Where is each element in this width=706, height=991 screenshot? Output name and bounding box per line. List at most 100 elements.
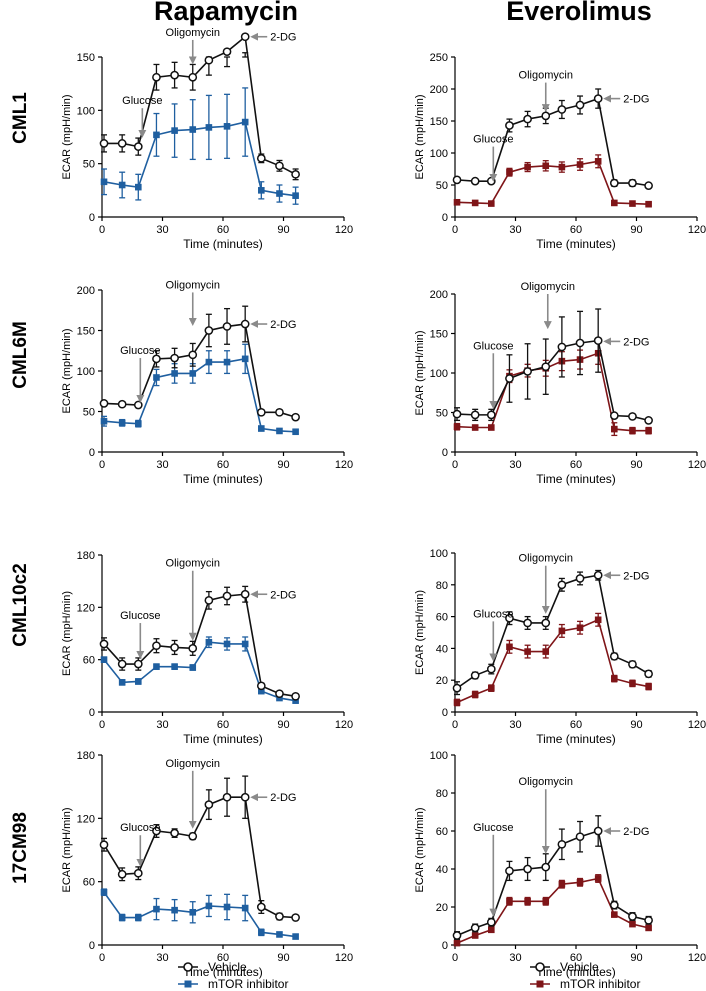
y-axis-label: ECAR (mpH/min) xyxy=(414,331,426,416)
y-tick-label: 20 xyxy=(436,675,448,687)
data-point xyxy=(644,181,653,190)
data-point xyxy=(135,678,142,685)
y-tick-label: 80 xyxy=(436,788,448,800)
y-tick-label: 100 xyxy=(430,148,448,160)
y-tick-label: 0 xyxy=(442,212,448,224)
x-axis-label: Time (minutes) xyxy=(183,732,263,746)
data-point xyxy=(100,417,108,425)
y-axis-label: ECAR (mpH/min) xyxy=(61,808,73,893)
x-tick-label: 0 xyxy=(452,719,458,731)
x-tick-label: 0 xyxy=(452,459,458,471)
series-vehicle xyxy=(452,308,653,425)
x-axis-label: Time (minutes) xyxy=(536,472,616,486)
data-point xyxy=(576,161,584,168)
chart-panel-cml6m-rapamycin: 0 50 100 150 200 0 30 60 90 120 Time (minutes) ECAR… xyxy=(61,279,353,486)
data-point xyxy=(152,354,161,364)
x-tick-label: 30 xyxy=(509,719,521,731)
x-tick-label: 30 xyxy=(156,952,168,964)
series-mtor-inhibitor xyxy=(453,874,652,947)
data-point xyxy=(629,920,636,928)
data-point xyxy=(488,424,495,431)
data-point xyxy=(523,114,532,124)
data-point xyxy=(170,70,179,80)
data-point xyxy=(171,127,178,134)
data-point xyxy=(292,428,299,436)
data-point xyxy=(240,319,250,329)
data-point xyxy=(223,903,231,911)
series-line xyxy=(103,891,296,938)
data-point xyxy=(506,168,513,176)
data-point xyxy=(205,358,213,366)
y-tick-label: 150 xyxy=(77,326,95,338)
data-point xyxy=(505,374,514,383)
data-point xyxy=(241,640,249,648)
y-tick-label: 180 xyxy=(77,750,95,762)
data-point xyxy=(205,902,213,910)
data-point xyxy=(153,374,160,381)
data-point xyxy=(133,659,143,669)
series-mtor-inhibitor xyxy=(453,341,652,437)
y-axis-label: ECAR (mpH/min) xyxy=(414,808,426,893)
y-tick-label: 0 xyxy=(89,707,95,719)
data-point xyxy=(117,869,127,879)
series-line xyxy=(103,121,296,197)
data-point xyxy=(258,929,265,936)
annotation-label: Oligomycin xyxy=(166,558,220,570)
y-tick-label: 120 xyxy=(77,813,95,825)
data-point xyxy=(542,898,550,905)
y-tick-label: 60 xyxy=(436,612,448,624)
annotation-glucose: Glucose xyxy=(473,822,513,917)
data-point xyxy=(611,675,618,682)
x-tick-label: 60 xyxy=(217,459,229,471)
data-point xyxy=(99,639,109,649)
annotation-glucose: Glucose xyxy=(473,340,513,409)
y-tick-label: 60 xyxy=(436,826,448,838)
legend-vehicle-marker xyxy=(535,962,545,972)
annotation-oligomycin: Oligomycin xyxy=(166,558,220,641)
data-point xyxy=(470,176,480,186)
y-tick-label: 20 xyxy=(436,902,448,914)
x-tick-label: 30 xyxy=(509,952,521,964)
x-tick-label: 30 xyxy=(509,224,521,236)
data-point xyxy=(171,370,178,377)
chart-panel-cml10c2-everolimus: 0 20 40 60 80 100 0 30 60 90 120 Time (minutes) ECAR… xyxy=(414,548,706,746)
data-point xyxy=(241,118,249,126)
y-tick-label: 200 xyxy=(430,289,448,301)
data-point xyxy=(506,643,513,651)
data-point xyxy=(470,671,480,680)
annotation-2-dg: 2-DG xyxy=(250,589,296,601)
y-tick-label: 40 xyxy=(436,864,448,876)
y-tick-label: 200 xyxy=(77,285,95,297)
y-tick-label: 120 xyxy=(77,602,95,614)
annotation-label: Oligomycin xyxy=(519,776,573,788)
x-tick-label: 120 xyxy=(688,459,706,471)
chart-panels: 0 50 100 150 0 30 60 90 120 Time (minutes) ECAR (m… xyxy=(61,27,706,979)
data-point xyxy=(452,683,462,693)
y-tick-label: 150 xyxy=(430,116,448,128)
row-label-cml1: CML1 xyxy=(10,92,31,144)
series-vehicle xyxy=(99,305,300,422)
data-point xyxy=(275,689,284,699)
data-point xyxy=(593,94,603,103)
legend-left: Vehicle mTOR inhibitor xyxy=(178,960,288,991)
data-point xyxy=(557,839,567,849)
legend-vehicle-label: Vehicle xyxy=(208,960,247,974)
series-vehicle xyxy=(452,815,653,940)
data-point xyxy=(593,826,603,836)
annotation-label: 2-DG xyxy=(270,319,296,331)
data-point xyxy=(486,917,496,927)
chart-panel-cml1-rapamycin: 0 50 100 150 0 30 60 90 120 Time (minutes) ECAR (m… xyxy=(61,27,353,251)
x-tick-label: 90 xyxy=(630,952,642,964)
data-point xyxy=(505,613,514,623)
annotation-label: Glucose xyxy=(120,822,160,834)
x-tick-label: 30 xyxy=(509,459,521,471)
data-point xyxy=(222,322,232,331)
x-tick-label: 90 xyxy=(630,719,642,731)
x-tick-label: 60 xyxy=(570,952,582,964)
data-point xyxy=(488,200,495,207)
data-point xyxy=(292,933,299,940)
data-point xyxy=(541,862,551,872)
data-point xyxy=(523,618,532,628)
data-point xyxy=(223,123,231,130)
x-tick-label: 0 xyxy=(99,459,105,471)
